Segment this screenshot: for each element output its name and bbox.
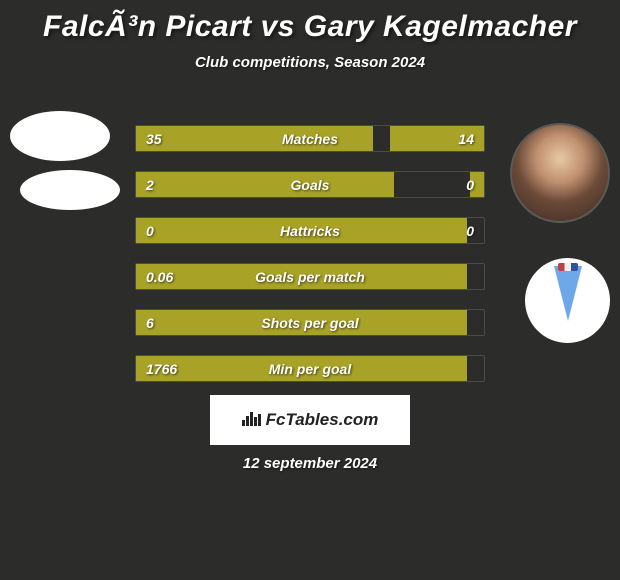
stat-value-left: 2 [146, 177, 154, 193]
player1-club-placeholder [20, 170, 120, 210]
stat-label: Goals per match [255, 269, 365, 285]
stat-row: 0.06 Goals per match [135, 263, 485, 290]
stat-value-left: 0.06 [146, 269, 173, 285]
stat-label: Shots per goal [261, 315, 358, 331]
stat-value-left: 1766 [146, 361, 177, 377]
stat-value-right: 14 [458, 131, 474, 147]
comparison-infographic: FalcÃ³n Picart vs Gary Kagelmacher Club … [0, 0, 620, 580]
player2-club-logo [525, 258, 610, 343]
page-title: FalcÃ³n Picart vs Gary Kagelmacher [0, 0, 620, 44]
stats-table: 35 Matches 14 2 Goals 0 0 Hattricks 0 0.06 Goals p… [135, 125, 485, 401]
brand-label: FcTables.com [242, 410, 379, 431]
stat-row: 1766 Min per goal [135, 355, 485, 382]
stat-value-left: 35 [146, 131, 162, 147]
stat-label: Goals [291, 177, 330, 193]
stat-label: Matches [282, 131, 338, 147]
stat-row: 0 Hattricks 0 [135, 217, 485, 244]
brand-text: FcTables.com [266, 410, 379, 430]
date-label: 12 september 2024 [243, 455, 377, 472]
stat-row: 2 Goals 0 [135, 171, 485, 198]
subtitle: Club competitions, Season 2024 [0, 54, 620, 71]
club-pennant-icon [554, 266, 582, 321]
stat-row: 6 Shots per goal [135, 309, 485, 336]
stat-value-right: 0 [466, 223, 474, 239]
bars-icon [242, 410, 262, 431]
stat-label: Min per goal [269, 361, 351, 377]
player1-avatar-placeholder [10, 111, 110, 161]
stat-bar-left [136, 172, 394, 197]
player2-avatar [510, 123, 610, 223]
brand-badge: FcTables.com [210, 395, 410, 445]
stat-value-left: 6 [146, 315, 154, 331]
stat-row: 35 Matches 14 [135, 125, 485, 152]
stat-label: Hattricks [280, 223, 340, 239]
stat-value-left: 0 [146, 223, 154, 239]
stat-value-right: 0 [466, 177, 474, 193]
